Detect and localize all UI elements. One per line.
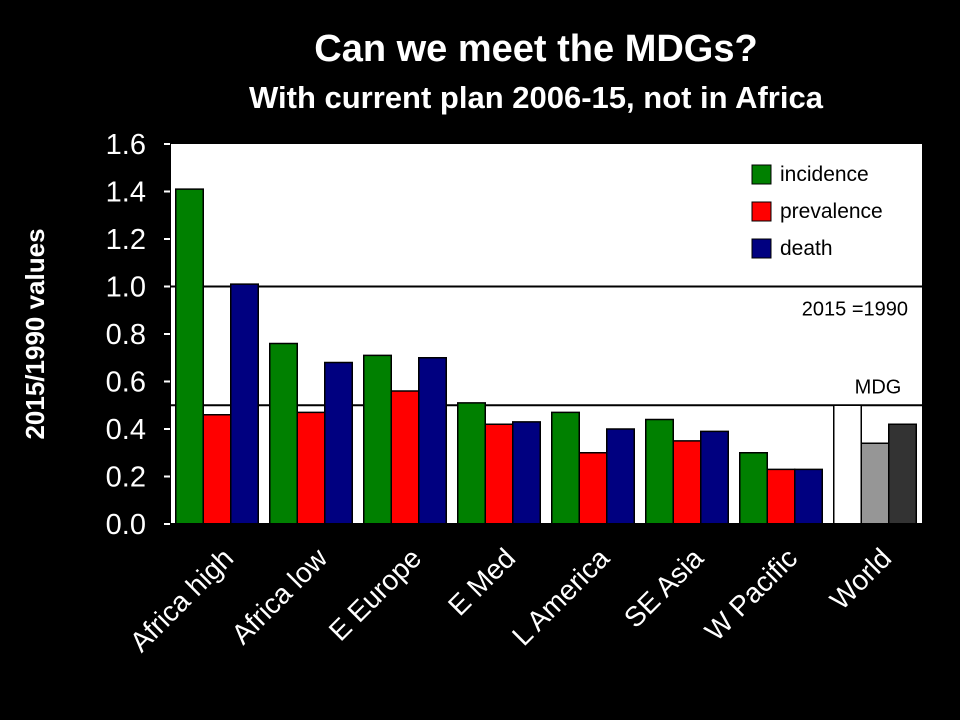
slide-title: Can we meet the MDGs? — [314, 28, 758, 70]
bar — [390, 390, 420, 525]
legend-label: prevalence — [780, 200, 883, 223]
reference-label: 2015 =1990 — [802, 299, 908, 321]
bar — [324, 361, 353, 525]
legend-swatch — [751, 201, 772, 222]
category-label: Africa high — [124, 542, 239, 657]
slide-subtitle: With current plan 2006-15, not in Africa — [249, 80, 823, 115]
bar — [512, 421, 541, 525]
legend-swatch — [751, 238, 772, 259]
y-tick-label: 1.0 — [106, 272, 146, 304]
category-label: E Europe — [323, 542, 427, 646]
bar — [606, 428, 635, 525]
reference-label: MDG — [855, 376, 902, 398]
legend-swatch — [751, 164, 772, 185]
bar — [457, 402, 486, 525]
y-tick-label: 1.2 — [106, 224, 146, 256]
y-tick-label: 1.6 — [106, 129, 146, 161]
bar — [766, 468, 796, 525]
category-label: Africa low — [225, 542, 333, 650]
y-tick-label: 0.2 — [106, 462, 146, 494]
bar — [833, 404, 862, 525]
bar — [230, 283, 259, 525]
legend-label: incidence — [780, 163, 869, 186]
bar — [202, 414, 232, 525]
category-label: W Pacific — [699, 542, 803, 646]
bar — [888, 423, 917, 525]
bar — [578, 452, 608, 525]
category-label: L America — [506, 542, 616, 652]
bar — [551, 411, 580, 525]
bar — [794, 468, 823, 525]
bar — [175, 188, 204, 525]
category-label: E Med — [442, 542, 521, 621]
bar — [418, 357, 447, 525]
bar — [363, 354, 392, 525]
y-axis-label: 2015/1990 values — [20, 228, 50, 439]
bar — [672, 440, 702, 525]
bar — [860, 442, 890, 525]
bar — [484, 423, 514, 525]
y-tick-label: 0.0 — [106, 509, 146, 541]
category-label: SE Asia — [618, 542, 710, 634]
legend-label: death — [780, 237, 833, 260]
y-tick-label: 0.4 — [106, 414, 146, 446]
bar — [269, 342, 298, 525]
bar — [645, 418, 674, 525]
bar — [739, 452, 768, 525]
legend: incidence prevalence death — [751, 163, 883, 260]
y-tick-label: 0.6 — [106, 367, 146, 399]
y-tick-label: 0.8 — [106, 319, 146, 351]
y-tick-label: 1.4 — [106, 177, 146, 209]
category-label: World — [824, 542, 897, 615]
bar — [700, 430, 729, 525]
bar — [296, 411, 326, 525]
